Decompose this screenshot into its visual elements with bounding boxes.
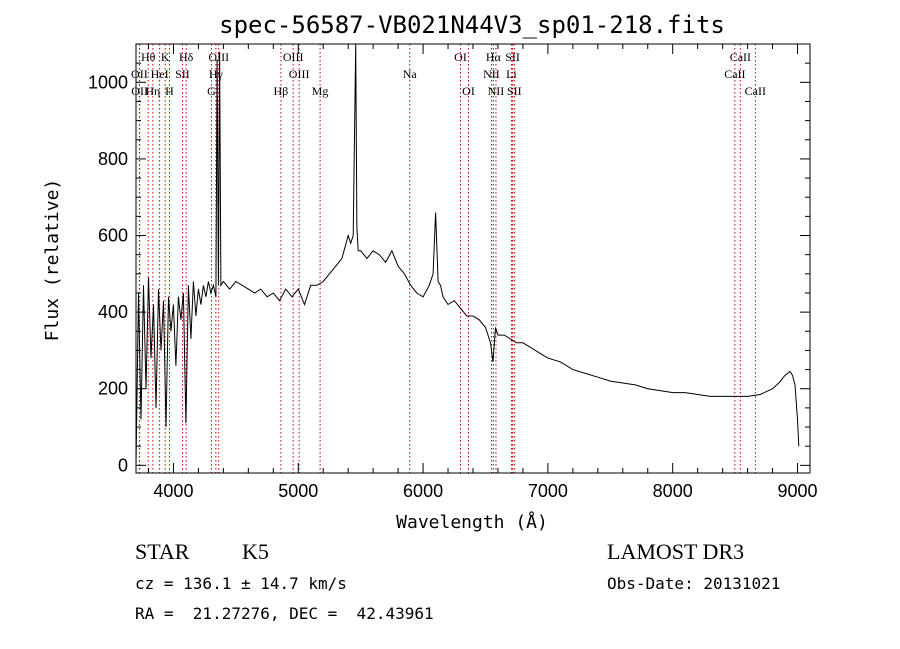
line-label: Hα (486, 50, 502, 64)
line-label: OII (131, 67, 148, 81)
line-label: CaII (724, 67, 745, 81)
x-tick-label: 5000 (278, 481, 318, 501)
line-label: OIII (283, 50, 304, 64)
line-label: OI (454, 50, 467, 64)
x-tick-label: 9000 (777, 481, 817, 501)
line-label: Hθ (141, 50, 156, 64)
line-label: Hγ (209, 67, 224, 81)
plot-frame (135, 43, 811, 474)
y-axis-label: Flux (relative) (42, 179, 63, 342)
line-label: OIII (289, 67, 310, 81)
emission-line-markers (138, 44, 756, 473)
x-tick-label: 6000 (403, 481, 443, 501)
line-label: Hδ (179, 50, 194, 64)
line-label: SII (505, 50, 520, 64)
y-tick-label: 200 (98, 379, 128, 399)
coordinates: RA = 21.27276, DEC = 42.43961 (135, 604, 434, 623)
line-label: Hη (145, 84, 160, 98)
y-tick-label: 400 (98, 302, 128, 322)
obs-date: Obs-Date: 20131021 (607, 574, 781, 593)
line-label: CaII (745, 84, 766, 98)
line-label: H (165, 84, 174, 98)
line-label: Na (403, 67, 418, 81)
line-label: Mg (312, 84, 329, 98)
object-type: STAR (135, 539, 190, 564)
chart-title: spec-56587-VB021N44V3_sp01-218.fits (219, 11, 725, 39)
line-label: NII (483, 67, 500, 81)
line-label: HeI (151, 67, 169, 81)
y-tick-label: 600 (98, 226, 128, 246)
line-label: K (161, 50, 170, 64)
line-label: CaII (730, 50, 751, 64)
line-label: OIII (208, 50, 229, 64)
line-label: SII (175, 67, 190, 81)
line-label: NII (488, 84, 505, 98)
x-axis-label: Wavelength (Å) (396, 511, 548, 533)
line-label: SII (507, 84, 522, 98)
survey-name: LAMOST DR3 (607, 539, 745, 564)
flux-series-line (135, 43, 800, 466)
line-label: G (207, 84, 216, 98)
spectral-subclass: K5 (242, 539, 269, 564)
line-label: OI (462, 84, 475, 98)
y-tick-label: 1000 (88, 72, 128, 92)
y-tick-label: 0 (118, 455, 128, 475)
line-label: Li (506, 67, 517, 81)
x-tick-label: 4000 (153, 481, 193, 501)
x-tick-label: 7000 (528, 481, 568, 501)
x-axis-ticks: 4000 5000 6000 7000 8000 9000 (147, 44, 818, 501)
y-axis-ticks: 0 200 400 600 800 1000 (88, 62, 810, 475)
line-label: Hβ (274, 84, 289, 98)
line-label: OII (131, 84, 148, 98)
y-tick-label: 800 (98, 149, 128, 169)
x-tick-label: 8000 (653, 481, 693, 501)
redshift-info: cz = 136.1 ± 14.7 km/s (135, 574, 347, 593)
